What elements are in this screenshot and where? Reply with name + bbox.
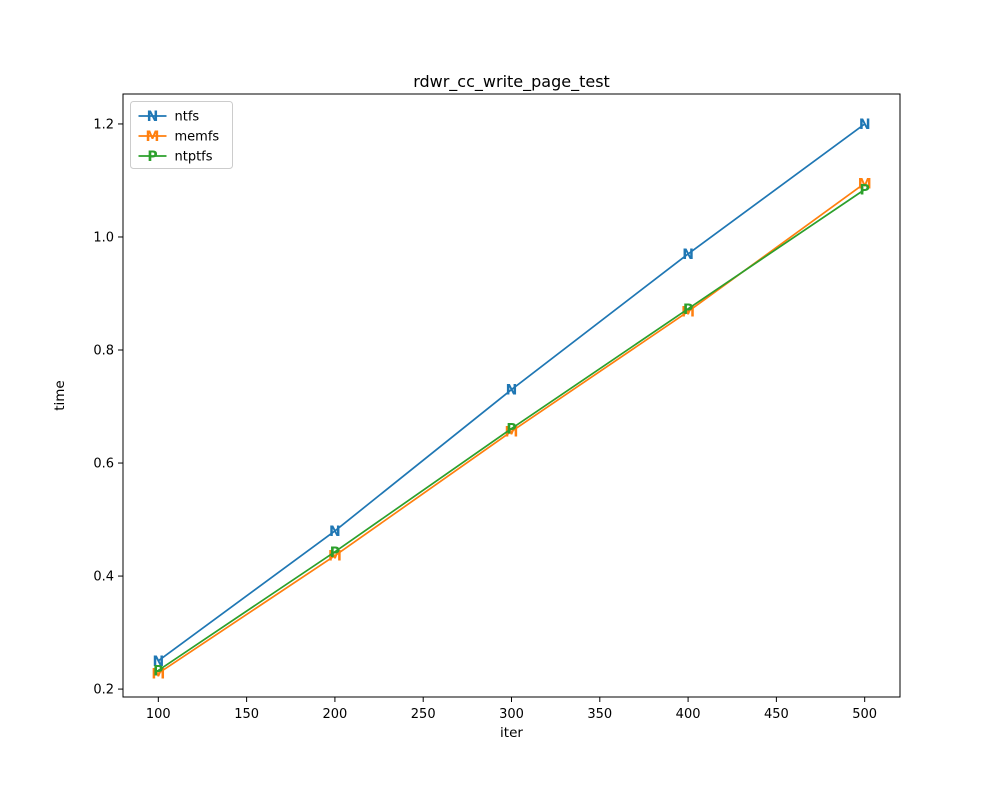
plot-layer: 100 150 200 250 300 350 400 450 500 0.2 0.4 0.6 0.8 1…	[93, 93, 901, 722]
y-tick-label: 0.2	[93, 683, 114, 698]
y-tick-label: 0.4	[93, 570, 114, 585]
y-tick-label: 0.6	[93, 457, 114, 472]
x-tick-label: 500	[852, 707, 877, 722]
series-marker-memfs: M	[505, 424, 519, 440]
series-marker-ntptfs: P	[153, 663, 163, 679]
x-tick-label: 450	[764, 707, 789, 722]
x-tick-label: 150	[234, 707, 259, 722]
y-tick-label: 1.0	[93, 230, 114, 245]
x-tick-label: 250	[411, 707, 436, 722]
chart-title: rdwr_cc_write_page_test	[413, 72, 610, 92]
series-marker-memfs: M	[328, 549, 342, 565]
series-marker-ntfs: N	[682, 247, 694, 263]
series-marker-ntptfs: P	[860, 183, 870, 199]
series-marker-memfs: M	[681, 305, 695, 321]
series-marker-ntfs: N	[152, 654, 164, 670]
series-line-ntptfs	[157, 188, 866, 672]
legend-box	[130, 101, 233, 169]
legend-label-ntfs: ntfs	[175, 110, 200, 125]
x-tick-label: 200	[322, 707, 347, 722]
series-marker-ntptfs: P	[506, 422, 516, 438]
legend-marker-ntfs: N	[147, 109, 159, 125]
legend-label-ntptfs: ntptfs	[175, 150, 213, 165]
x-tick-label: 300	[499, 707, 524, 722]
series-marker-ntfs: N	[859, 117, 871, 133]
legend-label-memfs: memfs	[175, 130, 220, 145]
series-marker-memfs: M	[858, 176, 872, 192]
series-marker-ntptfs: P	[330, 545, 340, 561]
series-marker-ntptfs: P	[683, 302, 693, 318]
x-axis-label: iter	[500, 725, 523, 741]
legend-marker-memfs: M	[146, 129, 160, 145]
series-marker-ntfs: N	[506, 383, 518, 399]
x-tick-label: 350	[587, 707, 612, 722]
y-tick-label: 1.2	[93, 117, 114, 132]
y-axis-label: time	[52, 380, 68, 411]
x-tick-label: 400	[676, 707, 701, 722]
x-tick-label: 100	[146, 707, 171, 722]
series-marker-ntfs: N	[329, 524, 341, 540]
legend-marker-ntptfs: P	[147, 149, 157, 165]
y-tick-label: 0.8	[93, 344, 114, 359]
series-line-ntfs	[157, 123, 866, 662]
series-marker-memfs: M	[151, 666, 165, 682]
